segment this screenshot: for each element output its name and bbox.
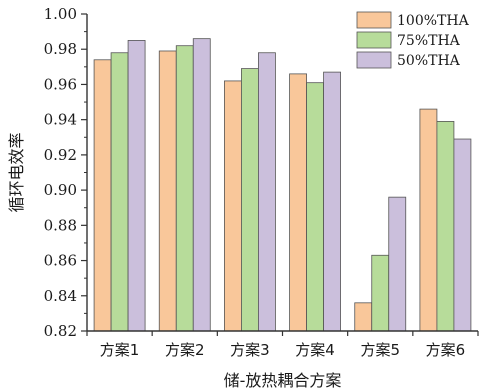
- bars-layer: [93, 38, 472, 332]
- bar-5-series-1: [354, 302, 373, 332]
- y-tick-label: 0.84: [44, 287, 77, 305]
- x-category-label: 方案1: [100, 341, 140, 359]
- bar-5-series-3: [388, 196, 407, 332]
- legend: 100%THA 75%THA 50%THA: [356, 11, 470, 69]
- x-category-label: 方案4: [295, 341, 335, 359]
- y-tick-label: 0.88: [44, 216, 77, 234]
- bar-4-series-1: [289, 73, 307, 332]
- bar-3-series-3: [258, 52, 276, 332]
- bar-2-series-3: [192, 38, 211, 332]
- bar-5-series-2: [371, 254, 390, 332]
- y-tick-label: 0.96: [44, 75, 77, 93]
- bar-6-series-3: [453, 138, 472, 332]
- legend-label-3: 50%THA: [397, 53, 461, 69]
- bar-4-series-3: [323, 71, 341, 332]
- y-tick-label: 1.00: [44, 5, 77, 23]
- bar-6-series-1: [419, 108, 438, 332]
- x-axis-title: 储-放热耦合方案: [224, 371, 342, 390]
- legend-label-1: 100%THA: [397, 13, 470, 29]
- x-category-label: 方案2: [165, 341, 205, 359]
- legend-label-2: 75%THA: [397, 33, 461, 49]
- y-tick-label: 0.86: [44, 252, 77, 270]
- y-ticks-layer: 0.82 0.84 0.86 0.88 0.90 0.92 0.94 0.96 0.98 1.00: [44, 5, 87, 340]
- y-axis-title: 循环电效率: [7, 132, 26, 212]
- legend-swatch-3: [356, 51, 392, 69]
- x-categories-layer: 方案1 方案2 方案3 方案4 方案5 方案6: [86, 331, 479, 359]
- bar-2-series-1: [158, 50, 177, 332]
- y-tick-label: 0.82: [44, 322, 77, 340]
- bar-3-series-2: [241, 68, 259, 332]
- legend-swatch-1: [356, 11, 392, 29]
- bar-1-series-1: [93, 59, 112, 332]
- y-tick-label: 0.90: [44, 181, 77, 199]
- bar-2-series-2: [175, 45, 194, 332]
- y-tick-label: 0.92: [44, 146, 77, 164]
- x-category-label: 方案6: [426, 341, 466, 359]
- bar-4-series-2: [306, 82, 324, 332]
- bar-1-series-3: [127, 40, 146, 332]
- bar-6-series-2: [436, 121, 455, 332]
- x-category-label: 方案5: [360, 341, 400, 359]
- y-tick-label: 0.94: [44, 111, 77, 129]
- x-category-label: 方案3: [230, 341, 270, 359]
- bar-1-series-2: [110, 52, 129, 332]
- y-tick-label: 0.98: [44, 40, 77, 58]
- legend-swatch-2: [356, 31, 392, 49]
- bar-3-series-1: [224, 80, 242, 332]
